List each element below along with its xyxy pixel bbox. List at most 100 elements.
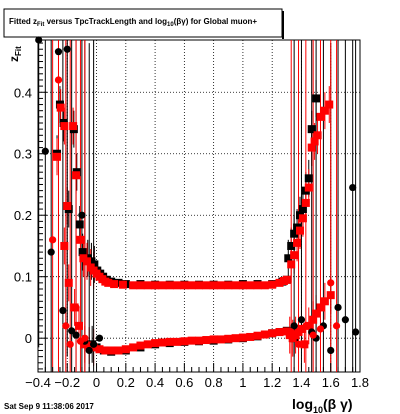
y-tick-label: 0.3 — [14, 147, 32, 162]
x-tick-label: 0.4 — [146, 375, 164, 390]
data-point-square — [320, 106, 329, 115]
x-tick-label: 1.8 — [351, 375, 369, 390]
data-point-circle — [49, 236, 57, 244]
data-point-circle — [297, 316, 306, 324]
data-point-square — [136, 341, 145, 350]
data-point-square — [224, 334, 233, 343]
data-point-square — [60, 241, 69, 250]
data-point-square — [298, 205, 307, 214]
data-point-square — [72, 171, 81, 180]
data-point-circle — [54, 48, 63, 56]
data-point-circle — [95, 334, 104, 342]
x-tick-label: 1.6 — [322, 375, 340, 390]
data-point-circle — [290, 322, 298, 330]
x-tick-label: −0.2 — [54, 375, 80, 390]
data-point-square — [231, 281, 240, 290]
data-point-square — [78, 248, 87, 257]
data-point-square — [75, 220, 84, 229]
data-point-square — [313, 131, 322, 140]
data-point-square — [165, 281, 174, 290]
data-point-square — [301, 198, 310, 207]
data-point-square — [151, 281, 160, 290]
x-tick-label: 0.6 — [175, 375, 193, 390]
data-point-square — [151, 339, 160, 348]
axes: −0.4 −0.2 0 0.2 0.4 0.6 0.8 1 1.2 1.4 1.6 1.8 0 0.1 0.… — [14, 42, 369, 390]
data-point-circle — [327, 346, 335, 355]
data-point-square — [312, 94, 321, 103]
data-point-square — [295, 226, 304, 235]
data-point-square — [310, 137, 319, 146]
data-point-circle — [302, 322, 310, 330]
data-point-circle — [66, 340, 74, 348]
data-point-square — [85, 341, 94, 350]
data-point-square — [231, 334, 240, 343]
x-tick-label: 0 — [93, 375, 100, 390]
data-point-square — [195, 336, 203, 345]
data-point-square — [114, 346, 123, 355]
data-point-square — [101, 346, 110, 355]
data-point-square — [202, 336, 211, 345]
data-point-square — [307, 143, 316, 152]
data-point-square — [268, 280, 277, 289]
data-point-square — [202, 281, 211, 290]
data-point-square — [312, 309, 321, 318]
data-point-square — [297, 324, 306, 333]
data-point-square — [53, 152, 62, 161]
data-point-square — [260, 281, 269, 290]
data-point-circle — [41, 147, 49, 155]
data-point-square — [76, 235, 85, 244]
data-point-square — [326, 291, 335, 300]
data-point-square — [246, 332, 255, 341]
data-point-square — [316, 303, 325, 312]
data-point-circle — [54, 76, 63, 84]
x-tick-label: 0.2 — [117, 375, 135, 390]
data-point-square — [95, 345, 104, 354]
y-tick-label: 0.4 — [14, 85, 32, 100]
data-point-square — [209, 335, 218, 344]
data-point-square — [282, 275, 291, 284]
data-point-square — [173, 281, 182, 290]
data-point-square — [300, 340, 309, 349]
data-point-square — [275, 328, 284, 337]
data-point-circle — [316, 325, 325, 333]
data-point-square — [173, 337, 182, 346]
data-point-square — [238, 333, 247, 342]
data-point-circle — [35, 36, 43, 44]
data-point-square — [64, 278, 73, 287]
data-point-circle — [62, 322, 70, 330]
data-point-square — [104, 278, 113, 287]
data-point-circle — [72, 331, 80, 339]
data-point-square — [298, 214, 307, 223]
data-point-circle — [59, 306, 67, 315]
title-box-shadow — [282, 11, 284, 39]
data-point-square — [118, 280, 127, 289]
data-point-square — [158, 281, 167, 290]
data-point-square — [260, 330, 269, 339]
data-point-square — [246, 281, 255, 290]
data-point-square — [158, 338, 167, 347]
data-point-square — [216, 335, 225, 344]
data-point-square — [290, 229, 299, 238]
data-point-square — [63, 202, 72, 210]
chart-title: Fitted zFit versus TpcTrackLength and lo… — [3, 8, 284, 39]
data-point-square — [136, 281, 145, 290]
data-point-square — [180, 281, 189, 290]
data-point-square — [316, 112, 325, 121]
data-point-square — [253, 281, 262, 290]
data-point-square — [187, 336, 196, 345]
y-tick-label: 0.1 — [14, 270, 32, 285]
data-point-square — [83, 257, 92, 266]
data-point-square — [107, 346, 116, 355]
data-point-square — [110, 280, 119, 289]
data-point-square — [69, 122, 78, 131]
x-tick-label: 1.4 — [292, 375, 310, 390]
data-point-square — [224, 281, 233, 290]
x-tick-label: −0.4 — [25, 375, 51, 390]
x-tick-label: 1 — [239, 375, 246, 390]
data-point-circle — [72, 303, 80, 312]
data-point-circle — [352, 328, 360, 336]
data-point-circle — [334, 303, 342, 312]
data-point-circle — [349, 183, 357, 192]
data-point-circle — [47, 248, 55, 256]
data-point-square — [287, 260, 296, 269]
